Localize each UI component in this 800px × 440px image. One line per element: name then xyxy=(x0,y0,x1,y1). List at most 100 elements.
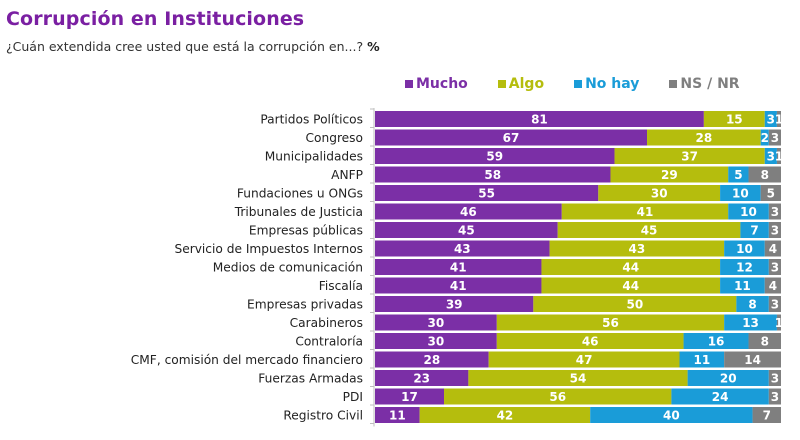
data-label: 14 xyxy=(744,353,761,367)
category-label: Fundaciones u ONGs xyxy=(237,187,363,201)
data-label: 8 xyxy=(761,335,769,349)
data-label: 7 xyxy=(763,409,771,423)
data-label: 46 xyxy=(460,205,477,219)
bar-segment-mucho xyxy=(375,148,615,164)
data-label: 1 xyxy=(775,113,783,127)
data-label: 44 xyxy=(622,279,639,293)
bar-segment-no-hay xyxy=(687,370,769,386)
data-label: 30 xyxy=(651,187,668,201)
bar-segment-algo xyxy=(541,277,721,294)
data-label: 8 xyxy=(761,168,769,182)
bar-segment-mucho xyxy=(375,370,469,386)
data-label: 37 xyxy=(681,150,698,164)
bar-segment-ns-nr xyxy=(768,129,781,146)
data-label: 5 xyxy=(767,187,775,201)
bar-segment-algo xyxy=(533,296,737,312)
bar-segment-mucho xyxy=(375,240,550,257)
data-label: 67 xyxy=(503,131,520,145)
bar-segment-mucho xyxy=(375,129,648,146)
bar-segment-mucho xyxy=(375,259,542,275)
bar-segment-no-hay xyxy=(728,203,769,220)
bar-segment-mucho xyxy=(375,185,599,201)
data-label: 11 xyxy=(693,353,710,367)
bar-segment-mucho xyxy=(375,166,611,183)
data-label: 10 xyxy=(740,205,757,219)
data-label: 1 xyxy=(775,150,783,164)
bar-row: Medios de comunicación 41 44 12 3 xyxy=(213,259,781,275)
bar-segment-algo xyxy=(703,111,765,127)
category-label: Carabineros xyxy=(290,316,363,330)
bar-segment-no-hay xyxy=(720,277,765,294)
data-label: 11 xyxy=(389,409,406,423)
data-label: 42 xyxy=(497,409,514,423)
bar-segment-algo xyxy=(557,222,741,238)
data-label: 58 xyxy=(484,168,501,182)
category-label: Congreso xyxy=(306,131,363,145)
category-label: Fuerzas Armadas xyxy=(258,372,363,386)
legend-item-no-hay: No hay xyxy=(574,76,639,92)
data-label: 10 xyxy=(732,187,749,201)
data-label: 12 xyxy=(736,261,753,275)
category-label: Servicio de Impuestos Internos xyxy=(174,242,363,256)
legend-swatch xyxy=(669,80,678,88)
data-label: 11 xyxy=(734,279,751,293)
bar-segment-ns-nr xyxy=(776,148,781,164)
bar-segment-mucho xyxy=(375,277,542,294)
bar-row: PDI 17 56 24 3 xyxy=(343,388,781,405)
bar-segment-no-hay xyxy=(740,222,769,238)
bar-segment-ns-nr xyxy=(768,203,781,220)
data-label: 3 xyxy=(767,113,775,127)
bar-segment-mucho xyxy=(375,296,534,312)
bar-segment-ns-nr xyxy=(768,388,781,405)
data-label: 56 xyxy=(549,390,566,404)
bar-row: Servicio de Impuestos Internos 43 43 10 4 xyxy=(174,240,781,257)
data-label: 3 xyxy=(771,372,779,386)
bar-segment-no-hay xyxy=(736,296,769,312)
data-label: 28 xyxy=(696,131,713,145)
category-label: Municipalidades xyxy=(265,150,363,164)
bar-segment-algo xyxy=(549,240,725,257)
bar-segment-ns-nr xyxy=(776,314,781,331)
bar-segment-ns-nr xyxy=(768,259,781,275)
category-label: Empresas privadas xyxy=(247,298,363,312)
data-label: 54 xyxy=(570,372,587,386)
data-label: 43 xyxy=(454,242,471,256)
bar-segment-algo xyxy=(598,185,721,201)
legend-label: Algo xyxy=(508,76,545,92)
legend-label: NS / NR xyxy=(680,76,740,92)
chart-title: Corrupción en Instituciones xyxy=(6,8,305,30)
legend-swatch xyxy=(574,80,583,88)
bar-segment-no-hay xyxy=(764,111,777,127)
bar-row: Partidos Políticos 81 15 3 1 xyxy=(260,111,783,127)
data-label: 30 xyxy=(428,335,445,349)
bar-segment-ns-nr xyxy=(776,111,781,127)
bar-segment-mucho xyxy=(375,111,704,127)
subtitle-text: ¿Cuán extendida cree usted que está la c… xyxy=(6,39,364,54)
category-label: CMF, comisión del mercado financiero xyxy=(131,353,363,367)
bar-row: ANFP 58 29 5 8 xyxy=(331,166,781,183)
category-label: Fiscalía xyxy=(319,279,363,293)
bar-row: Empresas públicas 45 45 7 3 xyxy=(249,222,781,238)
bar-segment-algo xyxy=(610,166,729,183)
bar-segment-algo xyxy=(444,388,672,405)
bar-segment-ns-nr xyxy=(764,277,781,294)
bar-segment-ns-nr xyxy=(768,370,781,386)
data-label: 3 xyxy=(771,261,779,275)
data-label: 1 xyxy=(775,316,783,330)
data-label: 47 xyxy=(576,353,593,367)
bar-segment-ns-nr xyxy=(768,222,781,238)
category-label: Contraloría xyxy=(295,335,363,349)
bar-segment-no-hay xyxy=(724,240,765,257)
bar-segment-algo xyxy=(419,407,591,423)
legend-item-ns-nr: NS / NR xyxy=(669,76,740,92)
legend-swatch xyxy=(497,80,506,88)
bar-row: Congreso 67 28 2 3 xyxy=(306,129,781,146)
data-label: 2 xyxy=(761,131,769,145)
legend-swatch xyxy=(405,80,413,88)
data-label: 24 xyxy=(712,390,729,404)
data-label: 39 xyxy=(446,298,463,312)
bar-row: Municipalidades 59 37 3 1 xyxy=(265,148,783,164)
data-label: 3 xyxy=(771,205,779,219)
bar-row: Fiscalía 41 44 11 4 xyxy=(319,277,781,294)
